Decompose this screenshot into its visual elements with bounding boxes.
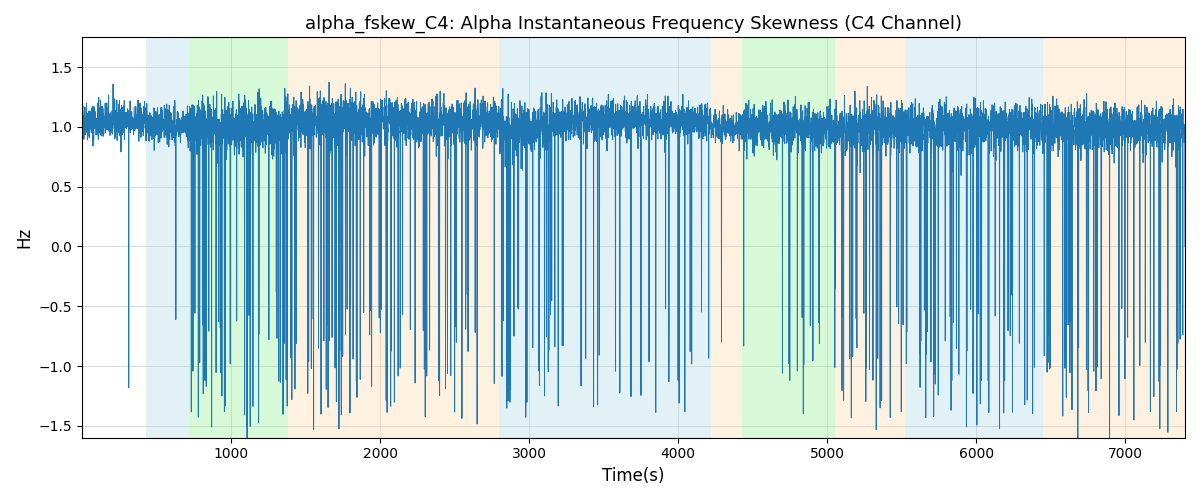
Y-axis label: Hz: Hz [14, 227, 32, 248]
Title: alpha_fskew_C4: Alpha Instantaneous Frequency Skewness (C4 Channel): alpha_fskew_C4: Alpha Instantaneous Freq… [305, 15, 962, 34]
Bar [1043, 38, 1186, 438]
Bar [146, 38, 190, 438]
Bar [499, 38, 552, 438]
X-axis label: Time(s): Time(s) [602, 467, 665, 485]
Bar [552, 38, 710, 438]
Bar [710, 38, 743, 438]
Bar [190, 38, 288, 438]
Bar [835, 38, 905, 438]
Bar [288, 38, 499, 438]
Bar [743, 38, 835, 438]
Bar [905, 38, 1043, 438]
